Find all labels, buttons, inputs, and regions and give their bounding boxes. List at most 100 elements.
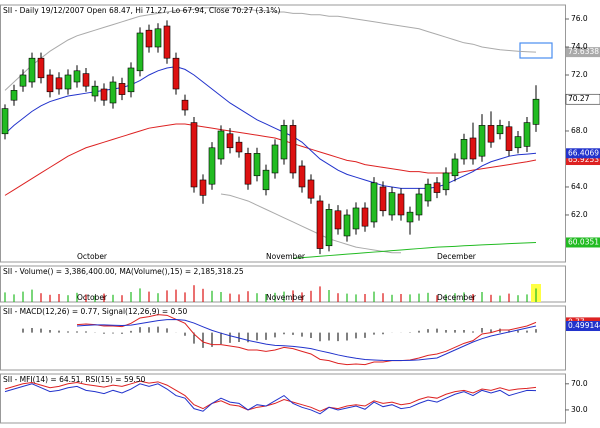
candle-body: [343, 214, 351, 237]
close-badge: [565, 93, 600, 105]
candle-body: [55, 77, 63, 90]
candle-body: [505, 126, 513, 151]
candle-body: [244, 153, 252, 185]
candle-body: [82, 73, 90, 87]
candle-body: [118, 83, 126, 95]
candle-body: [523, 122, 531, 147]
value-badge: [566, 237, 600, 248]
candle-body: [190, 122, 198, 188]
candle-body: [361, 207, 369, 227]
candle-body: [379, 186, 387, 212]
candle-body: [64, 74, 72, 90]
candle-body: [136, 32, 144, 72]
month-label: December: [437, 293, 477, 302]
candle-body: [37, 57, 45, 79]
candle-body: [271, 144, 279, 174]
value-badge: [566, 47, 600, 58]
candle-body: [451, 158, 459, 177]
candle-body: [28, 57, 36, 83]
value-badge-label: 65.9253: [568, 155, 599, 164]
candle-body: [73, 70, 81, 83]
candle-body: [199, 179, 207, 196]
panel-frame: [0, 373, 566, 424]
value-badge: [566, 155, 600, 166]
candle-body: [307, 179, 315, 199]
candle-body: [298, 165, 306, 188]
panel-frame: [0, 305, 566, 371]
value-badge-label: 73.6338: [568, 47, 599, 56]
candle-body: [181, 99, 189, 111]
candle-body: [496, 125, 504, 135]
candle-body: [226, 133, 234, 149]
candle-body: [235, 141, 243, 153]
indicator-line: [76, 314, 537, 366]
candle-body: [100, 88, 108, 101]
value-badge-label: 60.0351: [568, 237, 599, 246]
candle-body: [460, 139, 468, 160]
panel-title: SII - MACD(12,26) = 0.77, Signal(12,26,9…: [3, 307, 187, 316]
panel-frame: [0, 265, 566, 303]
candle-body: [325, 209, 333, 247]
close-badge-label: 70.27: [568, 94, 590, 103]
candle-body: [424, 183, 432, 202]
indicator-line: [4, 380, 537, 412]
candle-body: [532, 98, 540, 125]
candle-body: [397, 193, 405, 216]
candle-body: [433, 182, 441, 193]
candle-body: [145, 29, 153, 48]
month-label: October: [77, 293, 108, 302]
y-tick-label: 70.0: [571, 379, 588, 388]
candle-body: [217, 130, 225, 160]
candle-body: [262, 169, 270, 191]
candle-body: [478, 125, 486, 157]
candle-body: [487, 125, 495, 143]
candle-body: [163, 25, 171, 59]
month-label: November: [266, 293, 306, 302]
y-tick-label: 76.0: [571, 14, 588, 23]
indicator-line: [220, 193, 401, 254]
candle-body: [253, 153, 261, 177]
panel-frame: [0, 4, 566, 263]
candle-body: [91, 85, 99, 97]
value-badge: [566, 148, 600, 159]
candle-body: [1, 108, 9, 135]
candle-body: [442, 172, 450, 191]
candle-body: [154, 28, 162, 48]
indicator-line: [4, 383, 537, 415]
month-label: October: [77, 252, 108, 261]
candle-body: [370, 182, 378, 223]
value-badge: [566, 321, 600, 332]
indicator-line: [292, 241, 537, 259]
y-tick-label: 74.0: [571, 42, 588, 51]
candle-body: [352, 207, 360, 230]
indicator-line: [76, 318, 537, 362]
candle-body: [334, 210, 342, 230]
y-tick-label: 72.0: [571, 70, 588, 79]
candle-body: [469, 137, 477, 160]
candle-body: [127, 67, 135, 93]
candle-body: [19, 74, 27, 87]
candle-body: [172, 57, 180, 90]
value-badge-label: 0.499144: [568, 321, 600, 330]
candle-body: [10, 90, 18, 101]
y-tick-label: 62.0: [571, 210, 588, 219]
candle-body: [415, 193, 423, 216]
candle-body: [406, 211, 414, 223]
month-label: December: [437, 252, 477, 261]
panel-title: SII - Daily 19/12/2007 Open 68.47, Hi 71…: [3, 6, 281, 15]
indicator-line: [4, 7, 537, 91]
panel-title: SII - Volume() = 3,386,400.00, MA(Volume…: [3, 267, 244, 276]
y-tick-label: 68.0: [571, 126, 588, 135]
candle-body: [109, 81, 117, 104]
y-tick-label: 64.0: [571, 182, 588, 191]
candle-body: [388, 192, 396, 216]
value-badge-label: 66.4069: [568, 148, 599, 157]
candle-body: [514, 136, 522, 149]
candle-body: [289, 125, 297, 174]
candle-body: [316, 200, 324, 249]
panel-title: SII - MFI(14) = 64.51, RSI(15) = 59.50: [3, 375, 146, 384]
y-tick-label: 30.0: [571, 405, 588, 414]
candle-body: [208, 147, 216, 185]
